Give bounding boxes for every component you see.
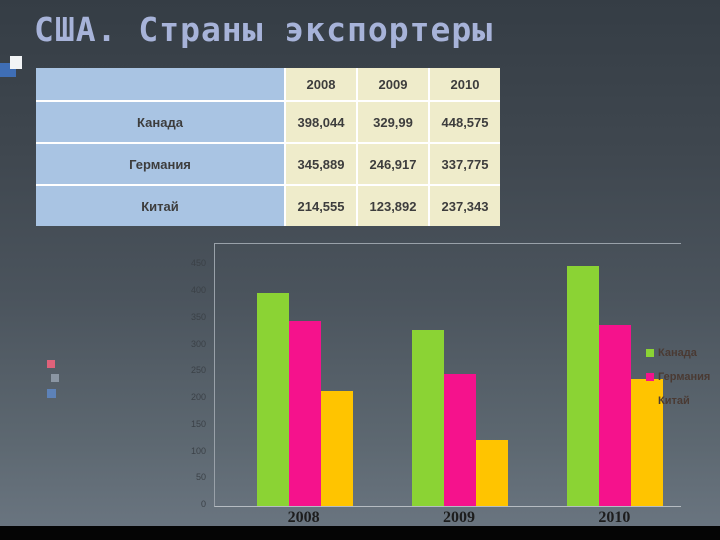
table-value-cell: 398,044 bbox=[286, 102, 356, 142]
bar-Германия-2010 bbox=[599, 325, 632, 506]
y-axis-tick-label: 300 bbox=[190, 338, 206, 349]
chart-x-axis: 2008 2009 2010 bbox=[214, 509, 680, 531]
bar-Китай-2008 bbox=[320, 391, 353, 506]
bar-Германия-2009 bbox=[444, 373, 476, 506]
y-axis-tick-label: 0 bbox=[200, 499, 206, 509]
bar-Германия-2008 bbox=[288, 321, 321, 506]
exporters-table: 2008 2009 2010 Канада 398,044 329,99 448,575 Ге… bbox=[36, 68, 500, 226]
table-value-cell: 448,575 bbox=[430, 102, 500, 142]
exporters-bar-chart: 0 50 100 150 200 250 300 350 400 450 2008 2009 2010… bbox=[191, 243, 710, 535]
bottom-black-bar bbox=[0, 526, 720, 540]
table-value-cell: 345,889 bbox=[286, 144, 356, 184]
legend-swatch bbox=[646, 397, 654, 405]
table-col-header: 2010 bbox=[430, 68, 500, 100]
y-axis-tick-label: 400 bbox=[190, 285, 206, 296]
table-row-label: Китай bbox=[36, 186, 284, 226]
y-axis-tick-label: 150 bbox=[190, 418, 206, 429]
y-axis-tick-label: 50 bbox=[195, 472, 206, 483]
y-axis-tick-label: 250 bbox=[190, 365, 206, 376]
table-value-cell: 337,775 bbox=[430, 144, 500, 184]
x-axis-label: 2010 bbox=[598, 509, 631, 526]
y-axis-tick-label: 350 bbox=[190, 311, 206, 322]
decor-bullet-blue bbox=[47, 389, 56, 398]
table-value-cell: 329,99 bbox=[358, 102, 428, 142]
legend-label: Китай bbox=[658, 395, 690, 407]
table-col-header: 2008 bbox=[286, 68, 356, 100]
legend-label: Канада bbox=[658, 347, 697, 359]
legend-item-Германия: Германия bbox=[646, 371, 710, 383]
bar-Канада-2010 bbox=[567, 266, 600, 506]
y-axis-tick-label: 450 bbox=[190, 258, 206, 269]
table-row-label: Германия bbox=[36, 144, 284, 184]
x-axis-label: 2009 bbox=[443, 509, 475, 526]
table-corner-cell bbox=[36, 68, 284, 100]
table-value-cell: 123,892 bbox=[358, 186, 428, 226]
table-value-cell: 237,343 bbox=[430, 186, 500, 226]
legend-item-Китай: Китай bbox=[646, 395, 710, 407]
chart-y-axis: 0 50 100 150 200 250 300 350 400 450 bbox=[172, 243, 212, 509]
table-row-label: Канада bbox=[36, 102, 284, 142]
chart-plot-area bbox=[214, 243, 681, 507]
table-value-cell: 246,917 bbox=[358, 144, 428, 184]
legend-swatch bbox=[646, 349, 654, 357]
decor-bullet-pink bbox=[47, 360, 55, 368]
legend-swatch bbox=[646, 373, 654, 381]
legend-label: Германия bbox=[658, 371, 711, 383]
y-axis-tick-label: 200 bbox=[190, 392, 206, 403]
chart-legend: Канада Германия Китай bbox=[646, 347, 710, 419]
title-accent-white-square bbox=[10, 56, 22, 69]
decor-bullet-gray bbox=[51, 374, 59, 382]
table-col-header: 2009 bbox=[358, 68, 428, 100]
slide-title: США. Страны экспортеры bbox=[34, 10, 494, 49]
table-value-cell: 214,555 bbox=[286, 186, 356, 226]
y-axis-tick-label: 100 bbox=[190, 445, 206, 456]
bar-Канада-2008 bbox=[256, 293, 289, 506]
bar-Китай-2009 bbox=[476, 439, 508, 506]
bar-Канада-2009 bbox=[412, 329, 444, 506]
x-axis-label: 2008 bbox=[287, 509, 320, 526]
legend-item-Канада: Канада bbox=[646, 347, 710, 359]
